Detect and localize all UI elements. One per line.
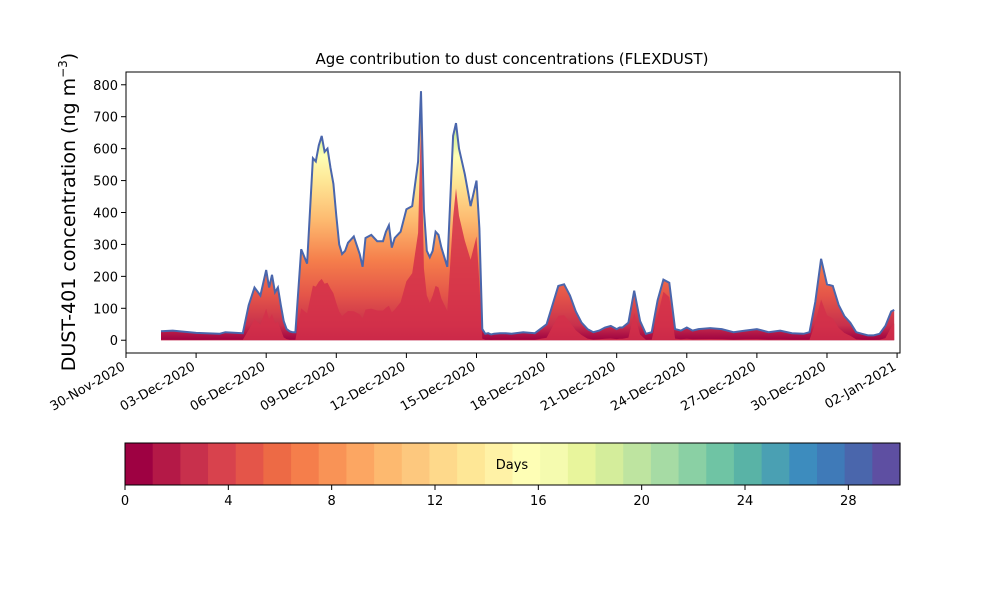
colorbar-tick-label: 28 <box>840 494 857 509</box>
colorbar-cell <box>180 443 209 485</box>
colorbar-cell <box>816 443 846 485</box>
colorbar-label: Days <box>496 458 529 473</box>
colorbar: Days 0 4 8 12 16 20 24 28 <box>121 442 901 509</box>
plot-frame <box>125 71 901 354</box>
colorbar-cell <box>263 443 292 485</box>
x-tick-label: 30-Dec-2020 <box>749 359 829 414</box>
y-tick-label: 800 <box>93 79 118 94</box>
colorbar-ticks: 0 4 8 12 16 20 24 28 <box>121 485 857 509</box>
colorbar-cell <box>346 443 375 485</box>
y-tick-label: 0 <box>110 334 118 349</box>
x-axis: 30-Nov-202003-Dec-202006-Dec-202009-Dec-… <box>48 353 899 415</box>
fresh-age-band <box>161 116 895 341</box>
y-tick-label: 700 <box>93 111 118 126</box>
colorbar-cell <box>733 443 763 485</box>
colorbar-cell <box>761 443 790 485</box>
total-concentration-line <box>160 91 895 337</box>
colorbar-cell <box>872 443 901 485</box>
y-tick-label: 500 <box>93 175 118 190</box>
colorbar-cell <box>512 443 541 485</box>
colorbar-frame <box>124 442 901 486</box>
chart-title: Age contribution to dust concentrations … <box>316 50 709 68</box>
colorbar-cell <box>429 443 458 485</box>
colorbar-tick-label: 12 <box>427 494 444 509</box>
age-layers-area <box>161 91 895 341</box>
colorbar-cell <box>291 443 320 485</box>
plot-area <box>125 71 901 354</box>
y-tick-label: 300 <box>93 238 118 253</box>
y-tick-label: 600 <box>93 143 118 158</box>
colorbar-tick-label: 20 <box>633 494 650 509</box>
x-tick-label: 21-Dec-2020 <box>538 359 618 414</box>
colorbar-cell <box>318 443 348 485</box>
y-tick-label: 400 <box>93 207 118 222</box>
x-tick-label: 15-Dec-2020 <box>398 359 478 414</box>
colorbar-tick-label: 0 <box>121 494 129 509</box>
colorbar-cell <box>208 443 237 485</box>
y-axis-label-close: ) <box>58 53 80 60</box>
colorbar-cell <box>401 443 431 485</box>
colorbar-cell <box>125 443 154 485</box>
colorbar-cell <box>678 443 707 485</box>
y-axis-label-exponent: −3 <box>56 60 70 78</box>
x-tick-label: 09-Dec-2020 <box>258 359 338 414</box>
colorbar-tick-label: 16 <box>530 494 547 509</box>
x-tick-label: 24-Dec-2020 <box>608 359 688 414</box>
colorbar-cell <box>844 443 873 485</box>
y-axis-label: DUST-401 concentration (ng m−3) <box>56 53 80 371</box>
x-tick-label: 06-Dec-2020 <box>188 359 268 414</box>
y-tick-label: 100 <box>93 302 118 317</box>
colorbar-tick-label: 24 <box>737 494 754 509</box>
x-tick-label: 27-Dec-2020 <box>678 359 758 414</box>
area-layers <box>160 91 895 341</box>
colorbar-tick-label: 4 <box>224 494 232 509</box>
x-tick-label: 18-Dec-2020 <box>468 359 548 414</box>
y-axis-label-main: DUST-401 concentration (ng m <box>58 78 80 371</box>
colorbar-cells <box>125 443 901 485</box>
colorbar-cell <box>595 443 624 485</box>
x-tick-label: 02-Jan-2021 <box>822 359 899 412</box>
colorbar-cell <box>374 443 403 485</box>
colorbar-cell <box>623 443 652 485</box>
colorbar-tick-label: 8 <box>328 494 336 509</box>
x-tick-label: 03-Dec-2020 <box>118 359 198 414</box>
colorbar-cell <box>789 443 818 485</box>
colorbar-cell <box>457 443 486 485</box>
colorbar-cell <box>235 443 264 485</box>
colorbar-cell <box>152 443 181 485</box>
colorbar-cell <box>484 443 514 485</box>
colorbar-cell <box>706 443 735 485</box>
colorbar-cell <box>540 443 569 485</box>
y-tick-label: 200 <box>93 270 118 285</box>
colorbar-cell <box>650 443 680 485</box>
colorbar-cell <box>567 443 597 485</box>
x-tick-label: 12-Dec-2020 <box>328 359 408 414</box>
y-axis: 0 100 200 300 400 500 600 700 800 <box>93 79 126 349</box>
